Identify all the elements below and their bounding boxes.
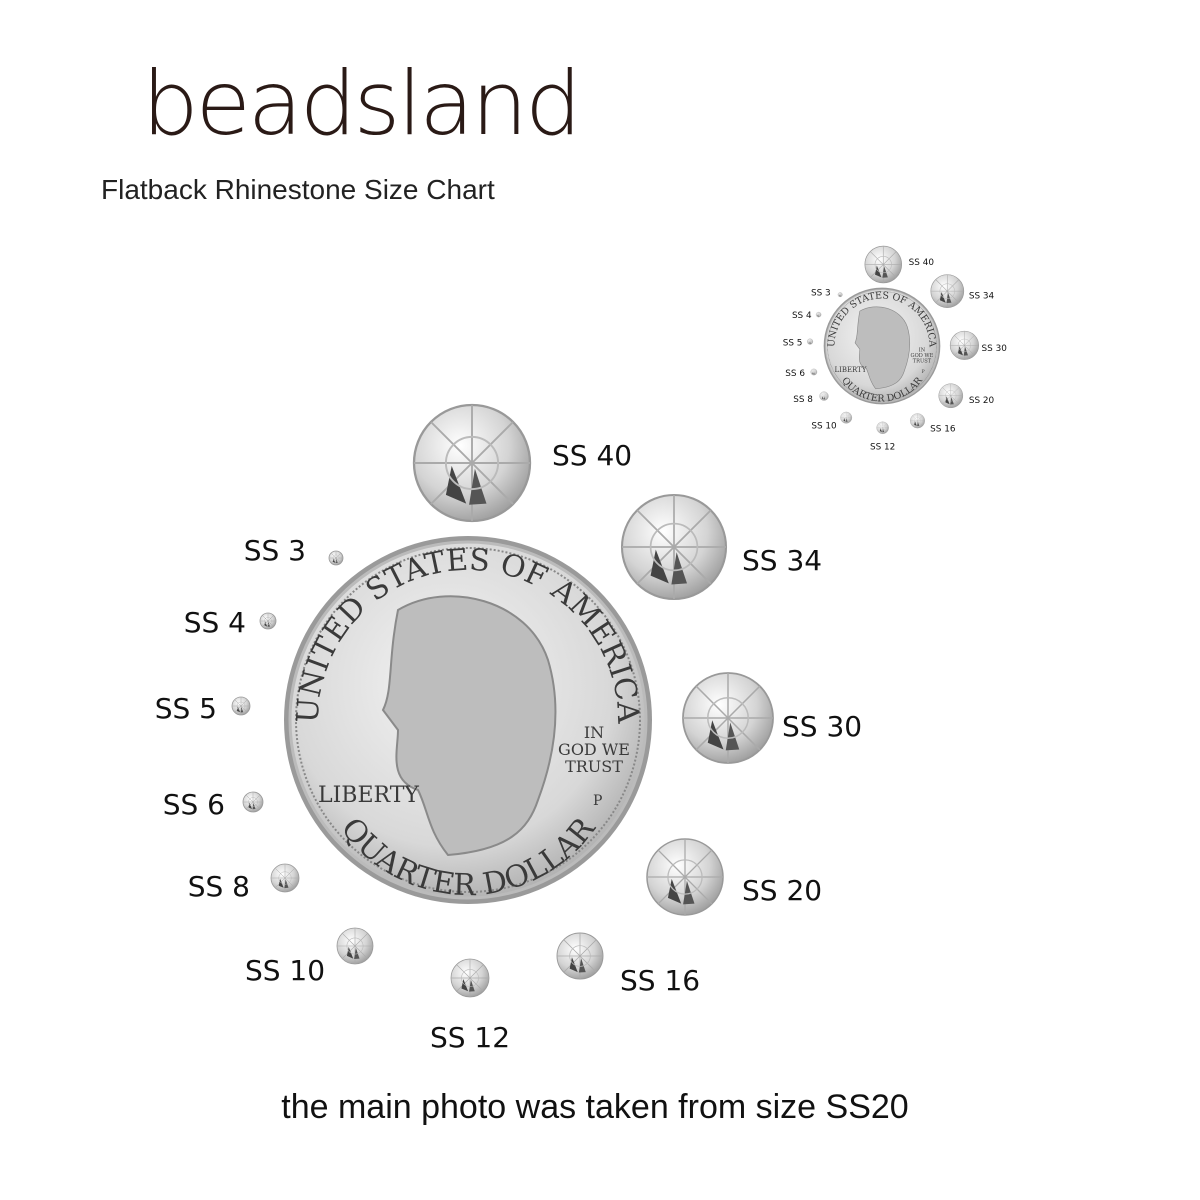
size-label: SS 30	[982, 344, 1008, 354]
caption: the main photo was taken from size SS20	[281, 1088, 909, 1126]
rhinestone-ss6	[810, 368, 818, 376]
rhinestone-ss3	[837, 292, 843, 297]
rhinestone-ss16	[910, 413, 925, 429]
brand-logo: beadsland	[141, 52, 582, 155]
coin-motto: TRUST	[913, 358, 932, 364]
portrait	[381, 595, 557, 857]
rhinestone-ss30	[682, 672, 774, 764]
rhinestone-ss20	[938, 383, 964, 409]
size-label: SS 10	[245, 954, 325, 987]
rhinestone-ss10	[336, 927, 374, 965]
size-label: SS 34	[742, 544, 822, 577]
rhinestone-ss20	[646, 838, 724, 916]
size-label: SS 5	[783, 338, 803, 348]
rhinestone-ss16	[556, 932, 604, 980]
size-label: SS 8	[188, 870, 250, 903]
rhinestone-ss12	[876, 421, 889, 434]
rhinestone-ss12	[450, 958, 490, 998]
size-label: SS 4	[792, 311, 812, 321]
size-label: SS 3	[244, 534, 306, 567]
size-label: SS 6	[785, 369, 805, 379]
portrait	[854, 306, 911, 390]
size-label: SS 4	[184, 606, 246, 639]
coin-motto: GOD WE	[911, 353, 934, 359]
rhinestone-ss5	[231, 696, 251, 716]
coin-mint-mark: P	[922, 370, 925, 375]
coin-liberty: LIBERTY	[834, 366, 866, 374]
rhinestone-ss5	[807, 338, 814, 345]
size-label: SS 20	[969, 396, 995, 406]
size-label: SS 34	[969, 291, 995, 301]
size-label: SS 6	[163, 788, 225, 821]
rhinestone-ss3	[328, 550, 344, 566]
coin-motto: GOD WE	[558, 740, 630, 759]
size-label: SS 10	[811, 421, 837, 431]
coin-mint-mark: P	[593, 793, 602, 809]
rhinestone-ss8	[819, 391, 829, 401]
chart-title: Flatback Rhinestone Size Chart	[101, 174, 495, 205]
size-label: SS 20	[742, 874, 822, 907]
size-label: SS 16	[620, 964, 700, 997]
rhinestone-ss40	[864, 245, 903, 284]
size-label: SS 5	[155, 692, 217, 725]
coin-motto: IN	[584, 723, 604, 742]
coin-motto: TRUST	[565, 757, 623, 776]
size-label: SS 12	[430, 1021, 510, 1054]
rhinestone-ss10	[840, 411, 853, 424]
size-label: SS 40	[909, 258, 935, 268]
size-label: SS 12	[870, 443, 895, 453]
rhinestone-ss34	[930, 274, 965, 308]
size-label: SS 40	[552, 439, 632, 472]
rhinestone-ss4	[815, 311, 822, 318]
coin-liberty: LIBERTY	[318, 783, 419, 808]
rhinestone-ss40	[412, 403, 532, 523]
size-label: SS 8	[793, 395, 813, 405]
rhinestone-ss4	[259, 612, 277, 630]
rhinestone-ss34	[620, 493, 728, 601]
size-label: SS 30	[782, 710, 862, 743]
coin-motto: IN	[919, 348, 926, 354]
rhinestone-ss30	[949, 330, 979, 360]
rhinestone-ss6	[242, 791, 264, 813]
rhinestone-ss8	[270, 863, 300, 893]
size-label: SS 3	[811, 288, 831, 298]
size-label: SS 16	[930, 425, 956, 435]
